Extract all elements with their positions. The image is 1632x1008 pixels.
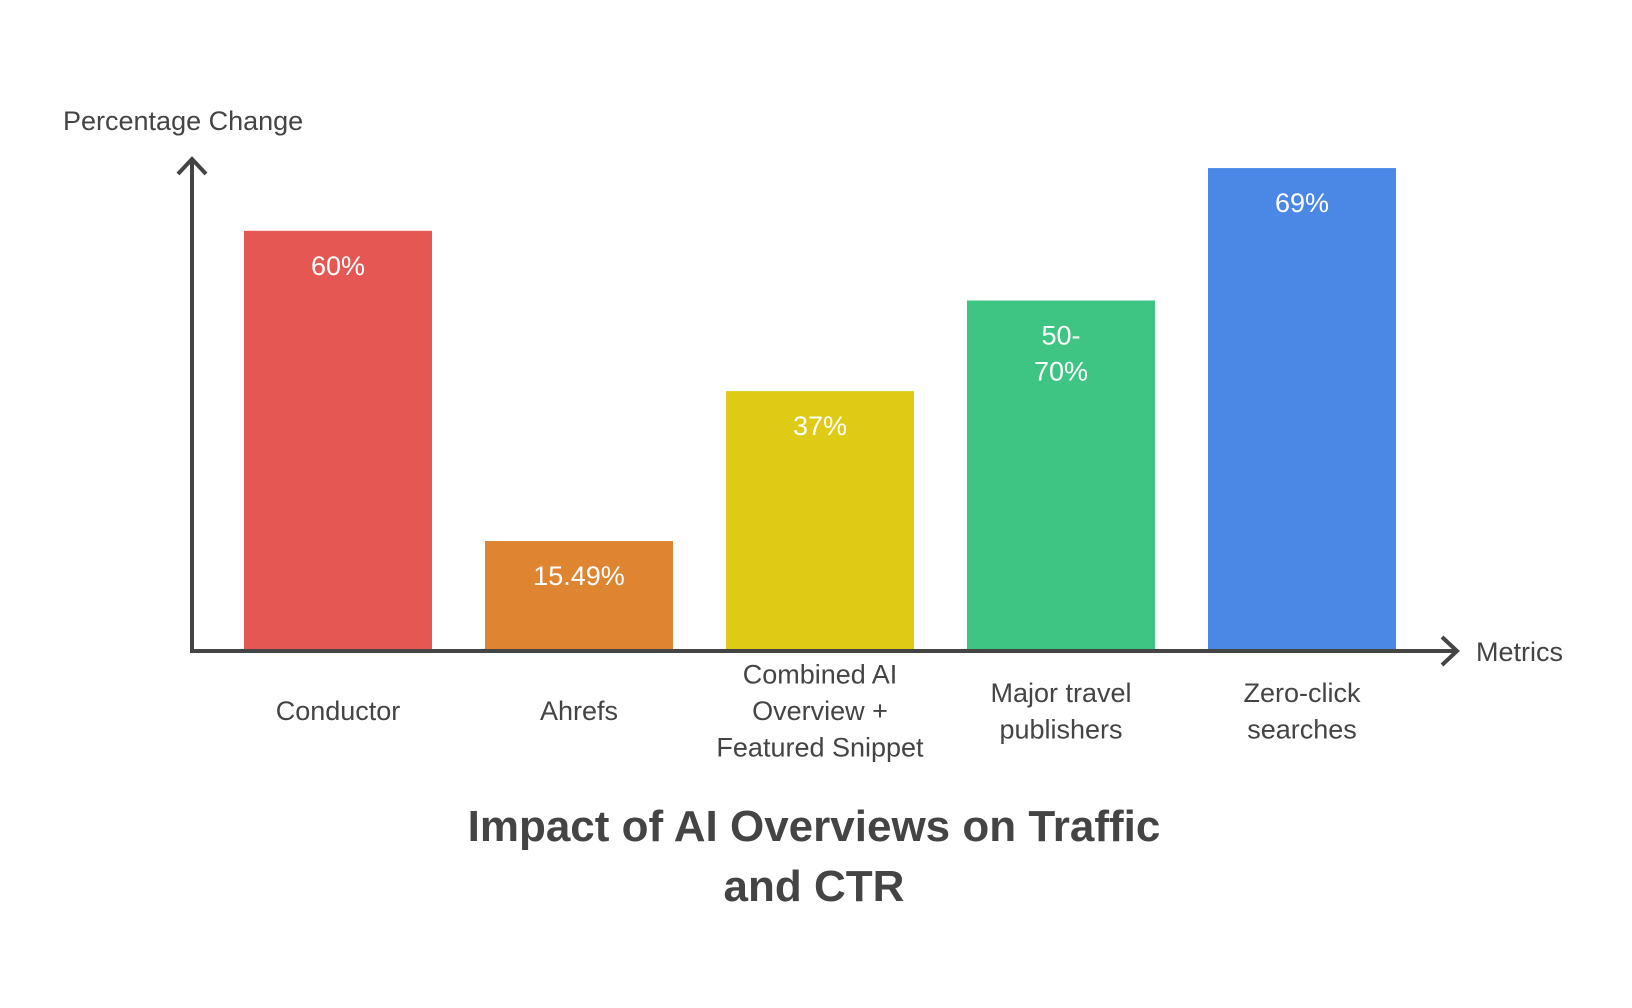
category-label: publishers [999, 714, 1122, 744]
category-label: Ahrefs [540, 696, 618, 726]
category-label: Zero-click [1243, 678, 1361, 708]
category-label: searches [1247, 714, 1357, 744]
data-label: 70% [1034, 357, 1088, 387]
category-label: Featured Snippet [716, 733, 924, 763]
category-label: Combined AI [743, 660, 898, 690]
category-label: Overview + [752, 696, 888, 726]
y-axis-arrowhead [176, 156, 208, 176]
bar [244, 230, 432, 650]
bar [485, 541, 673, 649]
data-label: 37% [793, 411, 847, 441]
data-label: 15.49% [533, 561, 625, 591]
category-label: Conductor [276, 696, 401, 726]
bar [726, 391, 914, 649]
bar [1208, 168, 1396, 649]
chart-title: Impact of AI Overviews on Traffic [468, 802, 1161, 851]
x-axis-label: Metrics [1476, 637, 1563, 667]
chart-title: and CTR [724, 862, 905, 911]
x-axis-arrowhead [1440, 635, 1460, 667]
bar [967, 300, 1155, 649]
data-label: 60% [311, 251, 365, 281]
data-label: 69% [1275, 188, 1329, 218]
category-label: Major travel [990, 678, 1131, 708]
y-axis-label: Percentage Change [63, 106, 303, 136]
data-label: 50- [1041, 321, 1080, 351]
